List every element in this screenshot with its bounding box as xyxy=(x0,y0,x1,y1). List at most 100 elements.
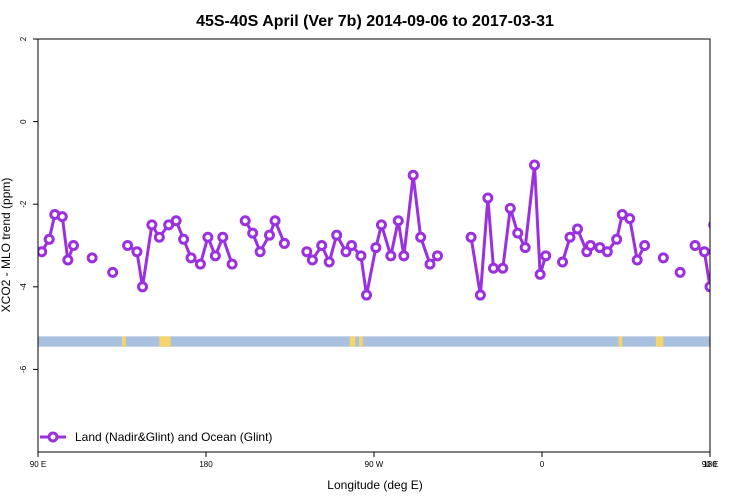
data-point xyxy=(170,215,182,227)
data-point xyxy=(67,240,79,251)
data-point xyxy=(431,250,443,262)
data-point xyxy=(254,246,266,258)
data-point xyxy=(557,256,569,268)
land-ocean-band xyxy=(38,336,710,347)
data-point xyxy=(269,215,281,227)
chart-title: 45S-40S April (Ver 7b) 2014-09-06 to 201… xyxy=(196,13,554,30)
y-axis-label: XCO2 - MLO trend (ppm) xyxy=(0,178,13,313)
y-axis: 2 0 -2 -4 -6 xyxy=(19,36,38,373)
data-point xyxy=(717,233,725,241)
data-point xyxy=(137,281,149,293)
y-tick-label: -2 xyxy=(19,200,28,208)
data-point xyxy=(107,266,119,278)
data-point xyxy=(519,242,531,254)
data-point xyxy=(564,231,576,243)
data-point xyxy=(415,231,427,243)
data-point xyxy=(474,289,486,301)
land-span xyxy=(359,336,363,347)
data-point xyxy=(316,240,328,251)
data-point xyxy=(385,250,397,262)
legend-label: Land (Nadir&Glint) and Ocean (Glint) xyxy=(75,430,272,444)
x-axis-label: Longitude (deg E) xyxy=(327,478,422,492)
ocean-band xyxy=(38,336,710,347)
data-point xyxy=(571,223,583,235)
data-point xyxy=(674,266,686,278)
data-point xyxy=(209,250,221,262)
data-point xyxy=(497,262,509,274)
data-point xyxy=(375,219,387,231)
y-tick-label: -6 xyxy=(19,365,28,373)
data-point xyxy=(306,254,318,266)
data-point xyxy=(340,246,352,258)
data-point xyxy=(43,233,55,245)
x-tick-label: 90 W xyxy=(365,460,384,469)
y-tick-label: 2 xyxy=(19,36,28,41)
data-point xyxy=(323,256,335,268)
x-tick-label: 180 xyxy=(199,460,213,469)
data-point xyxy=(361,289,373,301)
data-point xyxy=(86,252,98,264)
legend: Land (Nadir&Glint) and Ocean (Glint) xyxy=(40,430,272,444)
y-tick-label: 0 xyxy=(19,119,28,124)
data-point xyxy=(585,240,597,251)
land-span xyxy=(122,336,126,347)
data-point xyxy=(698,246,710,258)
legend-marker-swatch xyxy=(47,431,59,443)
data-point xyxy=(247,227,259,239)
x-tick-label: 0 xyxy=(540,460,545,469)
data-point xyxy=(185,252,197,264)
land-span xyxy=(159,336,171,347)
data-point xyxy=(624,213,636,225)
data-point xyxy=(424,258,436,270)
data-point xyxy=(487,262,499,274)
data-point xyxy=(217,231,229,243)
data-point xyxy=(301,246,313,258)
data-point xyxy=(146,219,158,231)
data-point xyxy=(534,268,546,280)
data-point xyxy=(398,250,410,262)
data-point xyxy=(482,192,494,204)
plot-area xyxy=(37,38,738,453)
data-point xyxy=(278,237,290,249)
data-point xyxy=(504,202,516,214)
data-point xyxy=(239,215,251,227)
data-point xyxy=(153,231,165,243)
data-point xyxy=(512,227,524,239)
data-point xyxy=(202,231,214,243)
data-point xyxy=(122,240,134,251)
data-point xyxy=(730,217,738,225)
land-span xyxy=(618,336,623,347)
data-point xyxy=(689,240,701,251)
data-point xyxy=(601,246,613,258)
data-point xyxy=(194,258,206,270)
series-line xyxy=(40,163,735,297)
data-point xyxy=(178,233,190,245)
data-point xyxy=(657,252,669,264)
data-point xyxy=(725,221,733,229)
data-point xyxy=(263,229,275,241)
data-point xyxy=(465,231,477,243)
x-tick-label: 90 E xyxy=(30,460,46,469)
data-point xyxy=(370,242,382,254)
data-point xyxy=(529,159,541,171)
series-points xyxy=(38,159,738,301)
data-point xyxy=(38,246,48,258)
data-point xyxy=(346,240,358,251)
land-span xyxy=(349,336,356,347)
data-point xyxy=(631,254,643,266)
data-point xyxy=(331,229,343,241)
data-point xyxy=(56,211,68,223)
data-point xyxy=(392,215,404,227)
data-point xyxy=(708,220,710,229)
data-point xyxy=(704,281,710,293)
data-point xyxy=(540,250,552,262)
data-point xyxy=(611,233,623,245)
series-segment xyxy=(714,221,735,238)
x-tick-label: 90 E xyxy=(702,460,718,469)
data-point xyxy=(131,246,143,258)
x-tick-label: 180 xyxy=(703,460,717,469)
data-point xyxy=(226,258,238,270)
data-point xyxy=(62,254,74,266)
